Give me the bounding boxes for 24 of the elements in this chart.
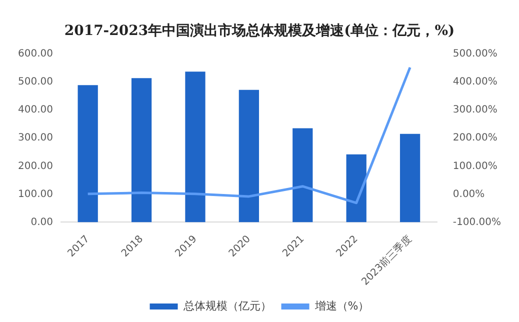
y-tick-label: 500.00	[18, 76, 53, 88]
bar	[292, 128, 313, 222]
bar	[78, 85, 98, 222]
legend-label: 总体规模（亿元）	[182, 299, 272, 312]
y-tick-label: 400.00	[18, 104, 53, 116]
y2-tick-label: -100.00%	[452, 216, 502, 228]
y-tick-label: 200.00	[18, 160, 53, 172]
y2-tick-label: 500.00%	[452, 48, 498, 60]
y2-tick-label: 100.00%	[452, 160, 498, 172]
y-tick-label: 0.00	[30, 216, 53, 228]
y-tick-label: 100.00	[18, 188, 53, 200]
y-tick-label: 600.00	[18, 48, 53, 60]
y2-tick-label: 300.00%	[452, 104, 498, 116]
y-tick-label: 300.00	[18, 132, 53, 144]
bar	[346, 154, 366, 222]
y2-tick-label: 0.00%	[452, 188, 485, 200]
bar	[185, 72, 206, 222]
y2-tick-label: 400.00%	[452, 76, 498, 88]
y2-tick-label: 200.00%	[452, 132, 498, 144]
bar	[131, 78, 152, 222]
bar	[238, 90, 260, 222]
chart-title: 2017-2023年中国演出市场总体规模及增速(单位：亿元，%)	[63, 22, 456, 40]
bar	[400, 134, 420, 222]
legend-label: 增速（%）	[314, 299, 370, 312]
